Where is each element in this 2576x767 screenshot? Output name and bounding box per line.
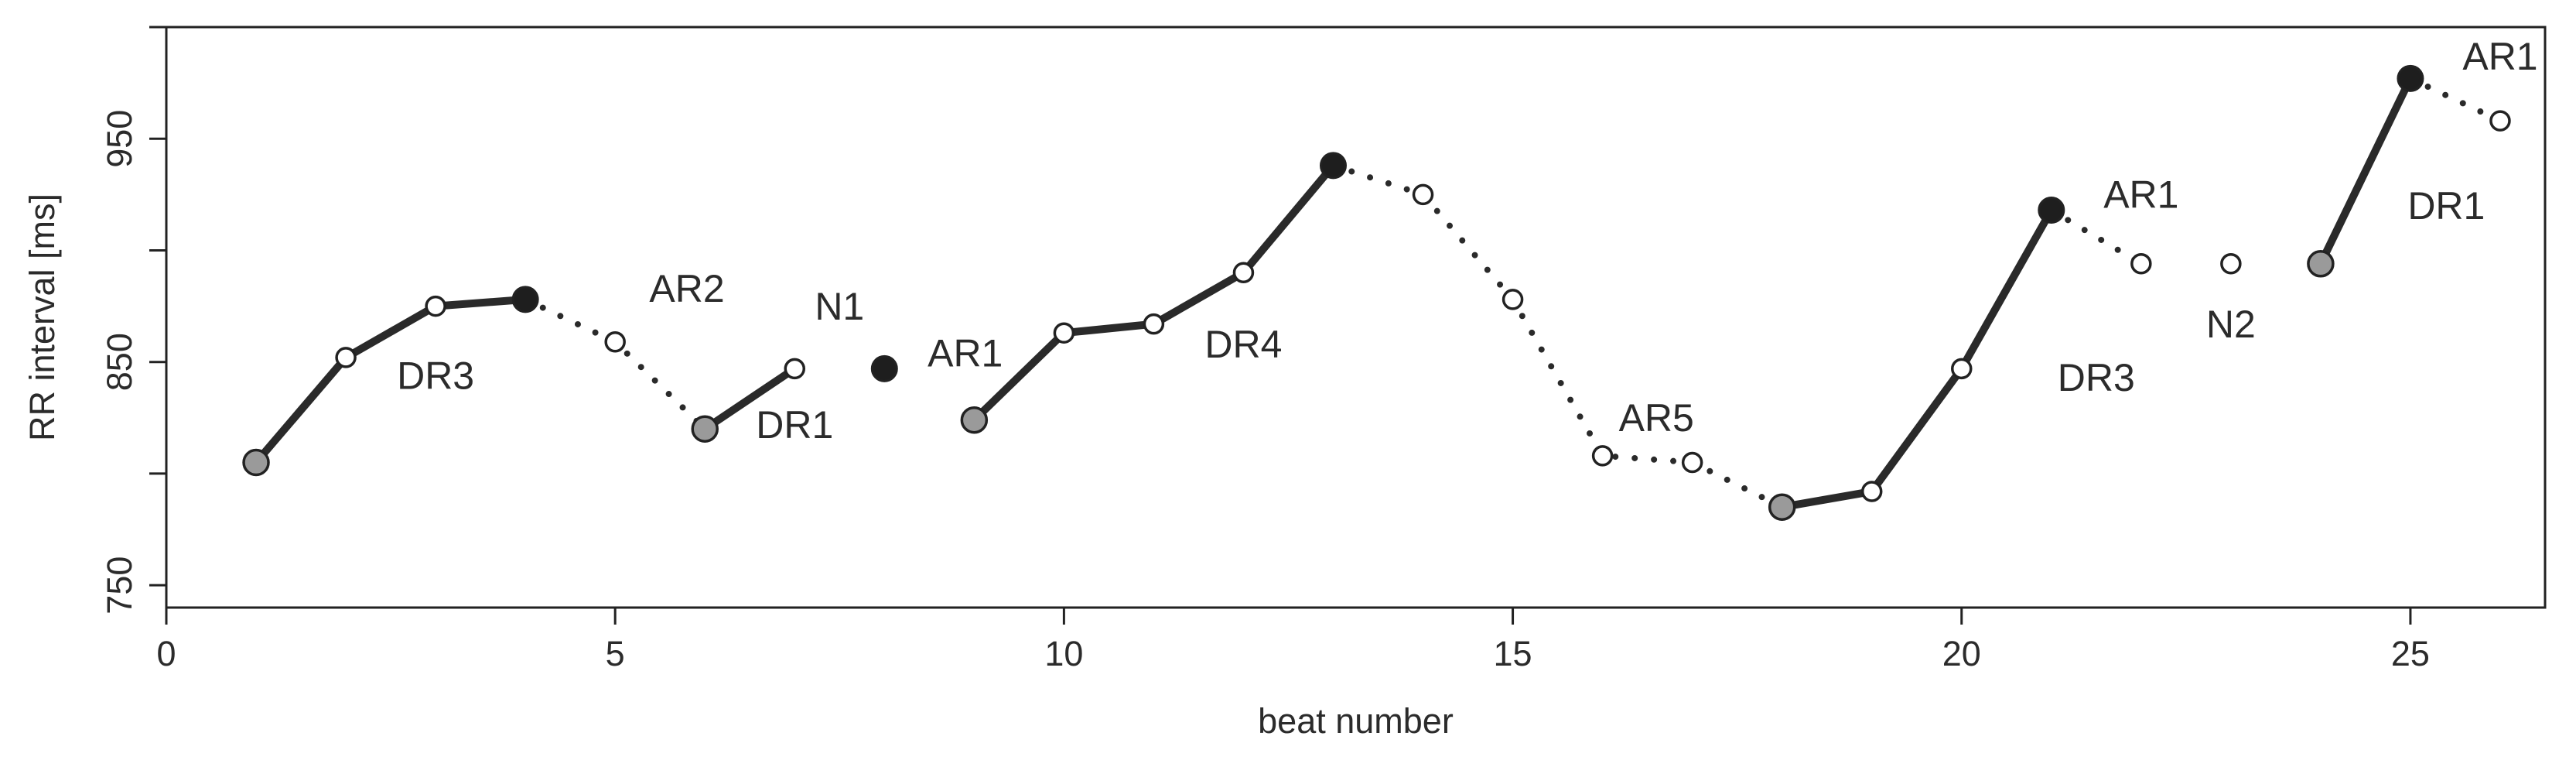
data-point [2220, 253, 2242, 275]
y-tick-label: 850 [100, 333, 139, 391]
solid-segment [2316, 74, 2414, 268]
data-point [425, 295, 446, 317]
line-segments [252, 74, 2503, 512]
y-axis-title: RR interval [ms] [22, 193, 62, 441]
x-tick-label: 5 [606, 634, 625, 673]
data-point [2130, 253, 2152, 275]
data-point [960, 406, 989, 434]
annotation-label: DR1 [756, 403, 833, 447]
data-point [1412, 183, 1434, 206]
data-point [242, 448, 270, 477]
annotation-label: AR1 [2103, 173, 2178, 217]
x-tick-label: 10 [1044, 634, 1083, 673]
data-point [335, 347, 357, 368]
data-point [1860, 481, 1883, 502]
data-point [1319, 152, 1347, 180]
annotation-label: DR3 [397, 354, 474, 397]
data-point [691, 415, 719, 443]
data-point [1143, 313, 1165, 335]
y-tick-label: 750 [100, 556, 139, 615]
data-point [1951, 358, 1973, 380]
dotted-segment [2407, 75, 2503, 125]
data-point [2397, 64, 2424, 92]
data-point [2038, 197, 2065, 224]
data-point [1232, 262, 1255, 284]
data-point [870, 354, 898, 382]
axes: 0 5 10 15 20 25 750 850 950 [100, 26, 2430, 673]
data-point [1681, 451, 1703, 474]
annotation-label: DR3 [2058, 356, 2135, 399]
annotation-label: AR5 [1619, 396, 1694, 440]
plot-frame [165, 26, 2547, 609]
annotations: DR3 AR2 N1 DR1 AR1 DR4 AR5 AR1 DR3 N2 AR1 DR1 [397, 35, 2538, 447]
x-axis-title: beat number [1258, 701, 1454, 741]
data-point [1591, 445, 1614, 467]
annotation-label: AR1 [2462, 35, 2537, 78]
x-tick-label: 15 [1494, 634, 1532, 673]
x-tick-label: 20 [1942, 634, 1981, 673]
x-tick-label: 25 [2391, 634, 2430, 673]
data-point [1053, 322, 1075, 344]
dotted-segment [2048, 207, 2144, 267]
annotation-label: DR4 [1204, 323, 1282, 366]
data-points [242, 64, 2511, 521]
annotation-label: AR2 [649, 267, 724, 310]
annotation-label: DR1 [2407, 184, 2485, 228]
solid-segment [1778, 206, 2055, 512]
x-tick-label: 0 [156, 634, 176, 673]
y-tick-label: 950 [100, 110, 139, 168]
data-point [2489, 110, 2511, 132]
data-point [784, 358, 806, 380]
data-point [1768, 493, 1796, 521]
data-point [1502, 289, 1524, 310]
annotation-label: N1 [815, 285, 864, 328]
solid-segment [252, 295, 530, 467]
data-point [604, 330, 626, 353]
dotted-segment [1330, 162, 1785, 511]
data-point [2307, 250, 2335, 278]
data-point [511, 286, 539, 313]
solid-segment [701, 365, 799, 433]
annotation-label: AR1 [928, 331, 1003, 375]
annotation-label: N2 [2206, 303, 2256, 346]
